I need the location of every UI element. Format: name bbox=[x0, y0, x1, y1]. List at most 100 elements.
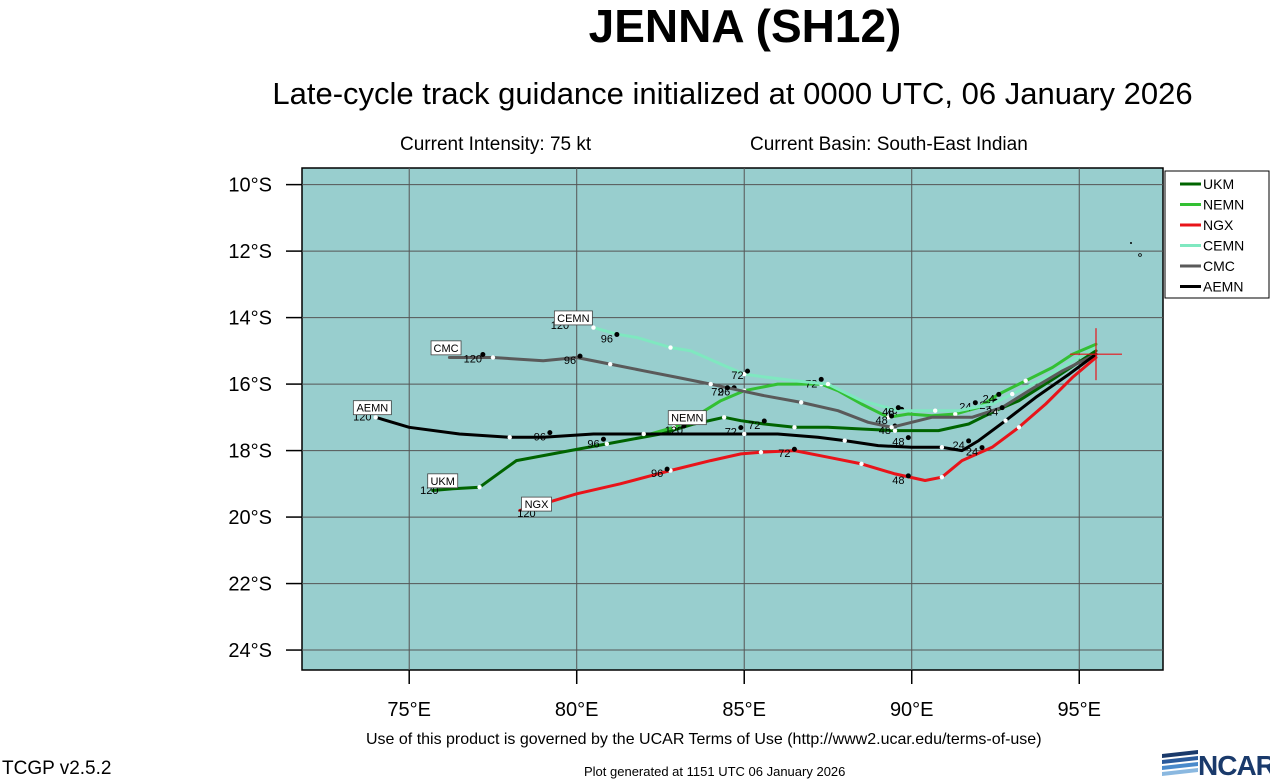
forecast-hour-dot bbox=[996, 391, 1002, 397]
track-end-label-box bbox=[667, 410, 707, 426]
track-end-label: CMC bbox=[434, 343, 459, 355]
track-point bbox=[671, 425, 677, 430]
forecast-hour-dot bbox=[577, 353, 583, 359]
map-axis-ticks: 75°E 80°E 85°E 90°E 95°E 10°S 12°S 14°S 16°S 18°S… bbox=[228, 175, 1101, 721]
forecast-hour-dot bbox=[738, 425, 744, 431]
track-point bbox=[892, 428, 898, 433]
track-end-label-box bbox=[427, 473, 459, 489]
map-islands bbox=[1130, 242, 1142, 257]
forecast-hour-label: 48 bbox=[892, 475, 904, 487]
track-point bbox=[939, 474, 945, 480]
forecast-hour-label: 96 bbox=[534, 432, 546, 444]
forecast-hour-dot bbox=[818, 376, 824, 382]
forecast-hour-label: 72 bbox=[731, 370, 743, 382]
ncar-logo-mark bbox=[1162, 750, 1198, 776]
track-cmc: 24 48 72 96 120 CMC bbox=[430, 340, 1098, 430]
forecast-hour-dot bbox=[724, 385, 730, 391]
forecast-hour-dot bbox=[999, 405, 1005, 411]
forecast-hour-label: 24 bbox=[986, 407, 998, 419]
track-line bbox=[447, 352, 1098, 429]
forecast-hour-dot bbox=[966, 438, 972, 444]
forecast-hour-label: 96 bbox=[564, 355, 576, 367]
track-point bbox=[842, 438, 847, 443]
track-point bbox=[591, 325, 596, 330]
track-line bbox=[518, 356, 1098, 512]
tick-label-lat: 22°S bbox=[228, 574, 272, 596]
track-point bbox=[758, 450, 764, 455]
track-point bbox=[708, 381, 713, 387]
track-point bbox=[477, 484, 482, 490]
track-point bbox=[953, 411, 958, 417]
current-basin: Current Basin: South-East Indian bbox=[750, 134, 1028, 155]
forecast-hour-dot bbox=[905, 473, 911, 479]
forecast-hour-label: 24 bbox=[983, 393, 995, 405]
track-end-label: NGX bbox=[525, 499, 550, 511]
track-aemn: 24 48 72 96 120 AEMN bbox=[352, 352, 1098, 453]
tick-label-lat: 20°S bbox=[228, 507, 272, 529]
forecast-hour-label: 96 bbox=[601, 334, 613, 346]
forecast-hour-label: 120 bbox=[464, 353, 482, 365]
forecast-hour-dot bbox=[791, 446, 797, 452]
tick-label-lon: 80°E bbox=[555, 699, 599, 721]
track-point bbox=[742, 371, 747, 377]
forecast-hour-label: 24 bbox=[966, 447, 978, 459]
legend-label: CMC bbox=[1203, 258, 1235, 274]
forecast-hour-dot bbox=[547, 430, 553, 436]
forecast-hour-label: 96 bbox=[651, 468, 663, 480]
tick-label-lat: 14°S bbox=[228, 308, 272, 330]
track-end-label: CEMN bbox=[557, 313, 589, 325]
forecast-hour-dot bbox=[480, 351, 486, 357]
track-point bbox=[373, 415, 378, 420]
track-end-label: UKM bbox=[430, 476, 454, 488]
tick-label-lon: 90°E bbox=[890, 699, 934, 721]
forecast-hour-label: 72 bbox=[748, 420, 760, 432]
forecast-hour-dot bbox=[600, 436, 606, 442]
track-point bbox=[604, 441, 610, 447]
forecast-hour-label: 72 bbox=[725, 427, 737, 439]
generated-timestamp: Plot generated at 1151 UTC 06 January 20… bbox=[584, 764, 846, 779]
tick-label-lon: 75°E bbox=[387, 699, 431, 721]
track-line bbox=[431, 349, 1098, 492]
track-point bbox=[932, 408, 938, 413]
track-point bbox=[721, 415, 727, 420]
forecast-hour-dot bbox=[979, 445, 985, 451]
track-line bbox=[648, 342, 1098, 436]
track-point bbox=[1003, 418, 1008, 423]
legend-label: AEMN bbox=[1203, 279, 1243, 295]
track-end-label: AEMN bbox=[356, 403, 388, 415]
forecast-hour-label: 24 bbox=[953, 440, 965, 452]
page-subtitle: Late-cycle track guidance initialized at… bbox=[272, 76, 1193, 111]
forecast-hour-label: 72 bbox=[711, 387, 723, 399]
tick-label-lon: 85°E bbox=[722, 699, 766, 721]
page-title: JENNA (SH12) bbox=[588, 0, 902, 52]
forecast-hour-dot bbox=[745, 368, 751, 374]
track-point bbox=[1016, 425, 1022, 430]
forecast-hour-label: 72 bbox=[778, 448, 790, 460]
forecast-hour-label: 48 bbox=[875, 415, 887, 427]
track-end-label-box bbox=[430, 340, 462, 356]
tick-label-lat: 16°S bbox=[228, 374, 272, 396]
tick-label-lon: 95°E bbox=[1057, 699, 1101, 721]
version-label: TCGP v2.5.2 bbox=[2, 758, 112, 779]
track-end-label-box bbox=[352, 400, 392, 416]
track-point bbox=[825, 381, 831, 387]
track-point bbox=[608, 361, 613, 367]
forecast-hour-dot bbox=[889, 413, 895, 419]
track-end-label: NEMN bbox=[671, 413, 703, 425]
forecast-hour-dot bbox=[761, 418, 767, 424]
track-point bbox=[668, 345, 673, 350]
forecast-hour-label: 96 bbox=[587, 438, 599, 450]
forecast-hour-dot bbox=[614, 332, 620, 338]
legend: UKM NEMN NGX CEMN CMC AEMN bbox=[1164, 170, 1270, 299]
ncar-logo: NCAR bbox=[1160, 748, 1270, 781]
track-line bbox=[374, 352, 1098, 453]
tick-label-lat: 18°S bbox=[228, 441, 272, 463]
track-point bbox=[1023, 378, 1028, 383]
track-point bbox=[889, 425, 894, 430]
map-gridlines bbox=[302, 168, 1163, 670]
track-point bbox=[798, 400, 804, 405]
current-intensity: Current Intensity: 75 kt bbox=[400, 134, 592, 155]
